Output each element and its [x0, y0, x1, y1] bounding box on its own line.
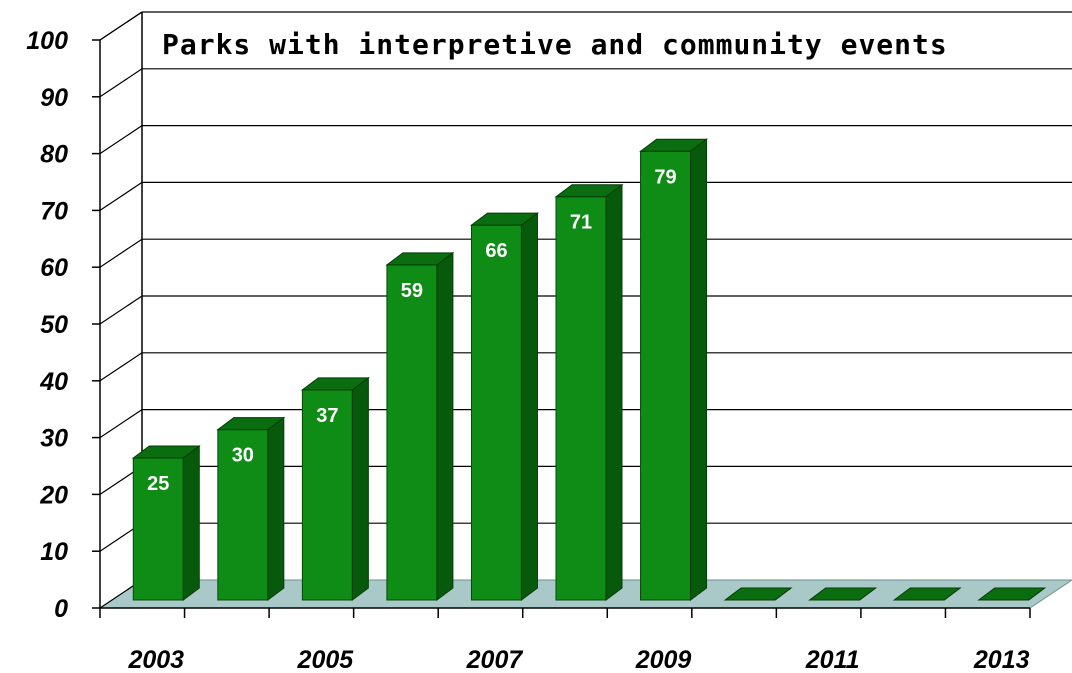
y-tick-label: 20 — [39, 481, 68, 509]
y-tick-label: 10 — [40, 538, 68, 566]
side-wall-gridline — [99, 125, 143, 155]
chart-title: Parks with interpretive and community ev… — [162, 28, 948, 61]
x-tick-label: 2011 — [805, 646, 860, 673]
bar-top — [977, 587, 1047, 601]
bars — [131, 138, 1047, 601]
bar-front — [132, 457, 184, 601]
bar-value-label: 30 — [232, 445, 254, 467]
bar-top — [216, 417, 286, 431]
bar-top — [131, 445, 201, 459]
x-tick-label: 2007 — [466, 646, 524, 673]
y-axis-tick-labels: 0 10 20 30 40 50 60 70 80 90 100 — [26, 27, 68, 623]
bar-side — [690, 138, 708, 601]
bar-front — [217, 429, 269, 601]
side-wall-gridline — [99, 352, 143, 382]
side-wall-gridline — [99, 295, 143, 325]
y-tick-label: 0 — [54, 595, 68, 623]
y-tick-label: 30 — [40, 425, 68, 453]
bar-top — [554, 184, 624, 198]
y-tick-label: 50 — [40, 311, 68, 339]
bar-top — [469, 212, 539, 226]
data-labels: 25 30 37 59 66 71 79 — [147, 166, 677, 495]
bar-value-label: 37 — [316, 405, 338, 427]
bar-value-label: 79 — [654, 166, 676, 188]
y-tick-label: 40 — [39, 368, 68, 396]
y-tick-label: 60 — [40, 254, 68, 282]
y-tick-label: 90 — [40, 84, 68, 112]
x-axis-tick-labels: 2003 2005 2007 2009 2011 2013 — [127, 646, 1029, 673]
y-tick-label: 80 — [40, 141, 68, 169]
bar-value-label: 71 — [570, 212, 592, 234]
bar-side — [351, 376, 369, 601]
bar-front — [640, 150, 692, 601]
x-tick-label: 2005 — [297, 646, 355, 673]
y-tick-label: 100 — [26, 27, 68, 55]
y-tick-label: 70 — [40, 197, 68, 225]
bar-front — [470, 224, 522, 601]
bar-top — [892, 587, 962, 601]
side-wall-gridline — [99, 238, 143, 268]
side-wall-gridline — [99, 68, 143, 98]
bar-side — [520, 212, 538, 601]
bar-side — [605, 183, 623, 601]
x-tick-label: 2003 — [127, 646, 184, 673]
bar-side — [436, 251, 454, 601]
bar-top — [639, 138, 709, 152]
bar-top — [385, 252, 455, 266]
bar-side — [182, 445, 200, 601]
side-wall-gridline — [99, 181, 143, 211]
bar-value-label: 66 — [485, 240, 507, 262]
title-background — [152, 20, 1068, 68]
title-box: Parks with interpretive and community ev… — [152, 20, 1068, 68]
bar-value-label: 59 — [401, 280, 423, 302]
bar-side — [267, 416, 285, 601]
bar-top — [808, 587, 878, 601]
x-tick-label: 2013 — [973, 646, 1030, 673]
bar-value-label: 25 — [147, 473, 169, 495]
bar-front — [386, 264, 438, 601]
x-tick-label: 2009 — [635, 646, 692, 673]
bar-top — [300, 377, 370, 391]
bar-top — [723, 587, 793, 601]
bar-front — [555, 196, 607, 601]
side-wall-gridline — [99, 409, 143, 439]
side-wall-top-edge — [99, 11, 143, 41]
